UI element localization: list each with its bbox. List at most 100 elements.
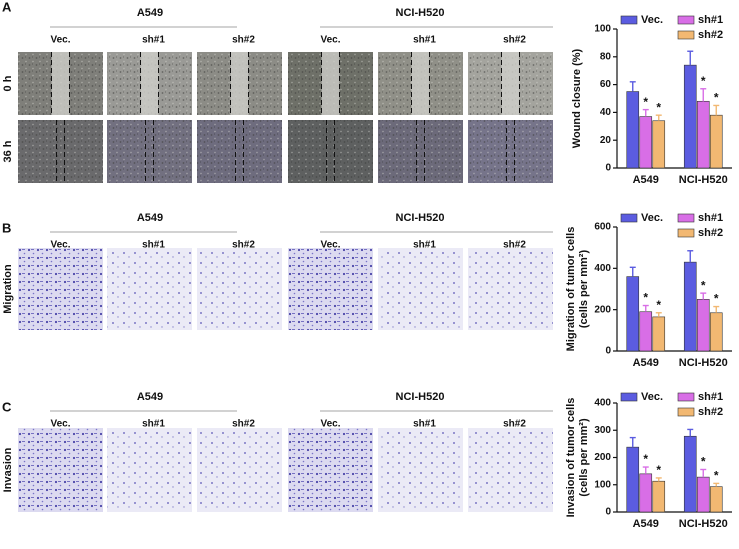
significance-mark: * (656, 298, 661, 312)
micrograph-texture (107, 248, 192, 330)
bar (683, 64, 697, 169)
legend-label: sh#1 (698, 391, 723, 403)
bar (709, 312, 723, 352)
group-label: Vec. (320, 35, 340, 46)
significance-mark: * (643, 291, 648, 305)
y-tick-label: 0 (605, 346, 611, 357)
significance-mark: * (701, 278, 706, 292)
group-label: Vec. (320, 419, 340, 430)
legend-swatch (677, 392, 695, 402)
micrograph-texture (288, 120, 373, 183)
bar (639, 311, 653, 352)
group-label: sh#1 (142, 419, 165, 430)
wound-gap (140, 52, 159, 115)
y-tick-label: 600 (594, 222, 611, 233)
group-label: sh#2 (503, 240, 526, 251)
significance-mark: * (656, 463, 661, 477)
y-tick-label: 0 (605, 507, 611, 518)
group-label: sh#2 (503, 35, 526, 46)
micrograph-texture (288, 428, 373, 512)
micrograph-texture (378, 248, 463, 330)
x-tick-label: A549 (633, 357, 659, 369)
x-tick-label: A549 (633, 174, 659, 186)
significance-mark: * (701, 74, 706, 88)
y-axis-title: (cells per mm²) (578, 418, 590, 497)
y-tick-label: 400 (594, 398, 611, 409)
wound-gap (321, 52, 340, 115)
bar (709, 114, 723, 169)
group-label: Vec. (320, 240, 340, 251)
panel-label: A (2, 0, 12, 14)
micrographs (18, 52, 553, 512)
cell-line-header: A549 (137, 7, 163, 19)
x-tick-label: A549 (633, 518, 659, 530)
y-tick-label: 80 (600, 51, 612, 62)
group-label: sh#1 (142, 240, 165, 251)
group-label: sh#1 (413, 240, 436, 251)
group-label: sh#2 (232, 240, 255, 251)
micrograph-texture (107, 120, 192, 183)
y-tick-label: 60 (600, 79, 612, 90)
micrograph-texture (468, 248, 553, 330)
row-label: 36 h (2, 140, 14, 162)
legend-label: Vec. (641, 14, 663, 26)
y-axis-title: Wound closure (%) (571, 48, 583, 148)
legend-label: Vec. (641, 212, 663, 224)
micrograph-texture (468, 428, 553, 512)
legend-swatch (620, 213, 638, 223)
legend-swatch (677, 213, 695, 223)
cell-line-header: NCI-H520 (396, 391, 445, 403)
wound-gap (501, 52, 520, 115)
group-label: sh#2 (503, 419, 526, 430)
group-label: sh#2 (232, 35, 255, 46)
bar (683, 261, 697, 352)
y-tick-label: 0 (605, 163, 611, 174)
bar (626, 276, 640, 352)
bar (652, 120, 666, 169)
significance-mark: * (643, 452, 648, 466)
group-label: sh#2 (232, 419, 255, 430)
cell-line-header: NCI-H520 (396, 212, 445, 224)
y-tick-label: 100 (594, 24, 611, 35)
panel-label: B (2, 220, 11, 235)
legend-swatch (677, 228, 695, 238)
significance-mark: * (656, 100, 661, 114)
significance-mark: * (643, 95, 648, 109)
group-label: sh#1 (413, 35, 436, 46)
bar (683, 435, 697, 513)
group-label: sh#1 (142, 35, 165, 46)
y-tick-label: 200 (594, 452, 611, 463)
wound-gap (411, 52, 430, 115)
x-tick-label: NCI-H520 (679, 518, 728, 530)
wound-gap (230, 52, 249, 115)
legend-label: Vec. (641, 391, 663, 403)
group-label: Vec. (50, 419, 70, 430)
legend-swatch (620, 15, 638, 25)
bar (652, 480, 666, 513)
group-label: sh#1 (413, 419, 436, 430)
group-label: Vec. (50, 35, 70, 46)
x-tick-label: NCI-H520 (679, 357, 728, 369)
significance-mark: * (701, 455, 706, 469)
micrograph-texture (197, 120, 282, 183)
legend-label: sh#2 (698, 406, 723, 418)
legend-label: sh#2 (698, 29, 723, 41)
y-tick-label: 20 (600, 135, 612, 146)
group-label: Vec. (50, 240, 70, 251)
legend-label: sh#1 (698, 212, 723, 224)
cell-line-header: A549 (137, 212, 163, 224)
micrograph-texture (378, 428, 463, 512)
legend-swatch (620, 392, 638, 402)
legend-swatch (677, 15, 695, 25)
y-axis-title: Invasion of tumor cells (565, 398, 577, 518)
legend-swatch (677, 30, 695, 40)
bar (639, 473, 653, 513)
significance-mark: * (714, 292, 719, 306)
y-tick-label: 40 (600, 107, 612, 118)
legend-label: sh#2 (698, 227, 723, 239)
bar (626, 446, 640, 513)
y-tick-label: 300 (594, 425, 611, 436)
wound-gap (51, 52, 70, 115)
micrograph-texture (18, 428, 103, 512)
